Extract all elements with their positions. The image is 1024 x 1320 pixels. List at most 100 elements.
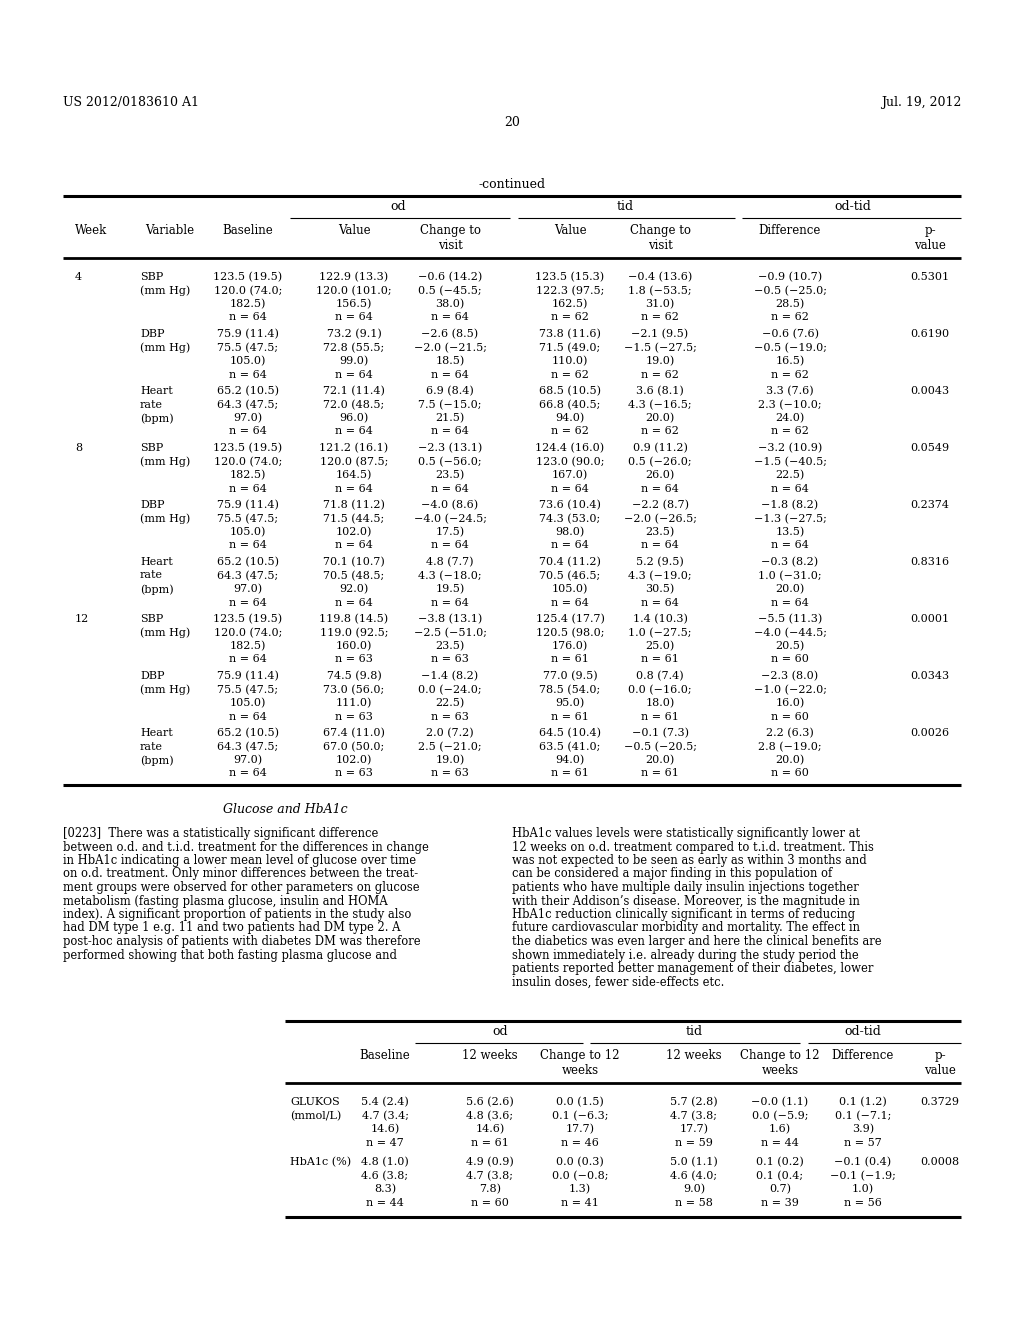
Text: 4.7 (3.4;: 4.7 (3.4;	[361, 1110, 409, 1121]
Text: n = 61: n = 61	[551, 655, 589, 664]
Text: n = 62: n = 62	[641, 313, 679, 322]
Text: 67.0 (50.0;: 67.0 (50.0;	[324, 742, 385, 752]
Text: 105.0): 105.0)	[229, 356, 266, 367]
Text: 0.5301: 0.5301	[910, 272, 949, 282]
Text: 120.0 (74.0;: 120.0 (74.0;	[214, 285, 283, 296]
Text: 71.8 (11.2): 71.8 (11.2)	[323, 500, 385, 511]
Text: 0.0 (−24.0;: 0.0 (−24.0;	[418, 685, 482, 694]
Text: 120.0 (101.0;: 120.0 (101.0;	[316, 285, 392, 296]
Text: p-
value: p- value	[924, 1049, 956, 1077]
Text: 182.5): 182.5)	[229, 470, 266, 480]
Text: 0.0549: 0.0549	[910, 444, 949, 453]
Text: 72.1 (11.4): 72.1 (11.4)	[323, 385, 385, 396]
Text: n = 60: n = 60	[771, 655, 809, 664]
Text: 65.2 (10.5): 65.2 (10.5)	[217, 385, 279, 396]
Text: rate: rate	[140, 742, 163, 751]
Text: 28.5): 28.5)	[775, 300, 805, 309]
Text: 0.5 (−45.5;: 0.5 (−45.5;	[418, 285, 482, 296]
Text: 123.5 (19.5): 123.5 (19.5)	[213, 444, 283, 453]
Text: [0223]  There was a statistically significant difference: [0223] There was a statistically signifi…	[63, 828, 379, 840]
Text: 6.9 (8.4): 6.9 (8.4)	[426, 385, 474, 396]
Text: 4.8 (7.7): 4.8 (7.7)	[426, 557, 474, 568]
Text: 0.2374: 0.2374	[910, 500, 949, 510]
Text: between o.d. and t.i.d. treatment for the differences in change: between o.d. and t.i.d. treatment for th…	[63, 841, 429, 854]
Text: −2.3 (8.0): −2.3 (8.0)	[762, 671, 818, 681]
Text: HbA1c values levels were statistically significantly lower at: HbA1c values levels were statistically s…	[512, 828, 860, 840]
Text: n = 57: n = 57	[844, 1138, 882, 1147]
Text: 5.0 (1.1): 5.0 (1.1)	[670, 1158, 718, 1167]
Text: 0.9 (11.2): 0.9 (11.2)	[633, 444, 687, 453]
Text: 5.6 (2.6): 5.6 (2.6)	[466, 1097, 514, 1107]
Text: 4.8 (1.0): 4.8 (1.0)	[361, 1158, 409, 1167]
Text: 75.5 (47.5;: 75.5 (47.5;	[217, 342, 279, 352]
Text: 105.0): 105.0)	[229, 527, 266, 537]
Text: n = 59: n = 59	[675, 1138, 713, 1147]
Text: n = 62: n = 62	[551, 313, 589, 322]
Text: 71.5 (49.0;: 71.5 (49.0;	[540, 342, 601, 352]
Text: shown immediately i.e. already during the study period the: shown immediately i.e. already during th…	[512, 949, 859, 961]
Text: 123.5 (19.5): 123.5 (19.5)	[213, 272, 283, 282]
Text: n = 56: n = 56	[844, 1197, 882, 1208]
Text: on o.d. treatment. Only minor differences between the treat-: on o.d. treatment. Only minor difference…	[63, 867, 418, 880]
Text: SBP: SBP	[140, 614, 163, 624]
Text: 0.0 (0.3): 0.0 (0.3)	[556, 1158, 604, 1167]
Text: 64.3 (47.5;: 64.3 (47.5;	[217, 570, 279, 581]
Text: 0.0 (−5.9;: 0.0 (−5.9;	[752, 1110, 808, 1121]
Text: n = 64: n = 64	[431, 426, 469, 437]
Text: −1.8 (8.2): −1.8 (8.2)	[762, 500, 818, 511]
Text: n = 62: n = 62	[641, 426, 679, 437]
Text: 0.0008: 0.0008	[921, 1158, 959, 1167]
Text: 1.4 (10.3): 1.4 (10.3)	[633, 614, 687, 624]
Text: 30.5): 30.5)	[645, 583, 675, 594]
Text: n = 64: n = 64	[229, 598, 267, 607]
Text: n = 63: n = 63	[335, 655, 373, 664]
Text: 121.2 (16.1): 121.2 (16.1)	[319, 444, 388, 453]
Text: patients who have multiple daily insulin injections together: patients who have multiple daily insulin…	[512, 880, 859, 894]
Text: 1.3): 1.3)	[569, 1184, 591, 1195]
Text: −0.9 (10.7): −0.9 (10.7)	[758, 272, 822, 282]
Text: with their Addison’s disease. Moreover, is the magnitude in: with their Addison’s disease. Moreover, …	[512, 895, 860, 908]
Text: −3.2 (10.9): −3.2 (10.9)	[758, 444, 822, 453]
Text: 9.0): 9.0)	[683, 1184, 706, 1195]
Text: n = 64: n = 64	[431, 598, 469, 607]
Text: n = 64: n = 64	[335, 483, 373, 494]
Text: 12 weeks: 12 weeks	[667, 1049, 722, 1063]
Text: tid: tid	[685, 1026, 702, 1038]
Text: 21.5): 21.5)	[435, 413, 465, 424]
Text: −0.6 (7.6): −0.6 (7.6)	[762, 329, 818, 339]
Text: Difference: Difference	[831, 1049, 894, 1063]
Text: 16.5): 16.5)	[775, 356, 805, 367]
Text: Glucose and HbA1c: Glucose and HbA1c	[222, 803, 347, 816]
Text: 120.0 (74.0;: 120.0 (74.0;	[214, 457, 283, 467]
Text: metabolism (fasting plasma glucose, insulin and HOMA: metabolism (fasting plasma glucose, insu…	[63, 895, 388, 908]
Text: −2.3 (13.1): −2.3 (13.1)	[418, 444, 482, 453]
Text: can be considered a major finding in this population of: can be considered a major finding in thi…	[512, 867, 833, 880]
Text: (mm Hg): (mm Hg)	[140, 627, 190, 638]
Text: 2.5 (−21.0;: 2.5 (−21.0;	[418, 742, 482, 752]
Text: od-tid: od-tid	[835, 201, 871, 213]
Text: n = 62: n = 62	[771, 313, 809, 322]
Text: 4.6 (4.0;: 4.6 (4.0;	[671, 1171, 718, 1181]
Text: Heart: Heart	[140, 385, 173, 396]
Text: n = 64: n = 64	[551, 540, 589, 550]
Text: 14.6): 14.6)	[475, 1125, 505, 1134]
Text: od: od	[390, 201, 406, 213]
Text: n = 64: n = 64	[229, 768, 267, 779]
Text: Change to
visit: Change to visit	[630, 224, 690, 252]
Text: 0.0 (−16.0;: 0.0 (−16.0;	[628, 685, 692, 694]
Text: 167.0): 167.0)	[552, 470, 588, 480]
Text: 4.8 (3.6;: 4.8 (3.6;	[467, 1110, 514, 1121]
Text: Week: Week	[75, 224, 108, 238]
Text: 1.0 (−31.0;: 1.0 (−31.0;	[758, 570, 822, 581]
Text: in HbA1c indicating a lower mean level of glucose over time: in HbA1c indicating a lower mean level o…	[63, 854, 416, 867]
Text: 4.3 (−18.0;: 4.3 (−18.0;	[418, 570, 482, 581]
Text: 119.8 (14.5): 119.8 (14.5)	[319, 614, 388, 624]
Text: 20.0): 20.0)	[645, 413, 675, 424]
Text: n = 64: n = 64	[771, 598, 809, 607]
Text: SBP: SBP	[140, 444, 163, 453]
Text: post-hoc analysis of patients with diabetes DM was therefore: post-hoc analysis of patients with diabe…	[63, 935, 421, 948]
Text: 73.6 (10.4): 73.6 (10.4)	[539, 500, 601, 511]
Text: −0.6 (14.2): −0.6 (14.2)	[418, 272, 482, 282]
Text: 0.8316: 0.8316	[910, 557, 949, 568]
Text: n = 64: n = 64	[229, 483, 267, 494]
